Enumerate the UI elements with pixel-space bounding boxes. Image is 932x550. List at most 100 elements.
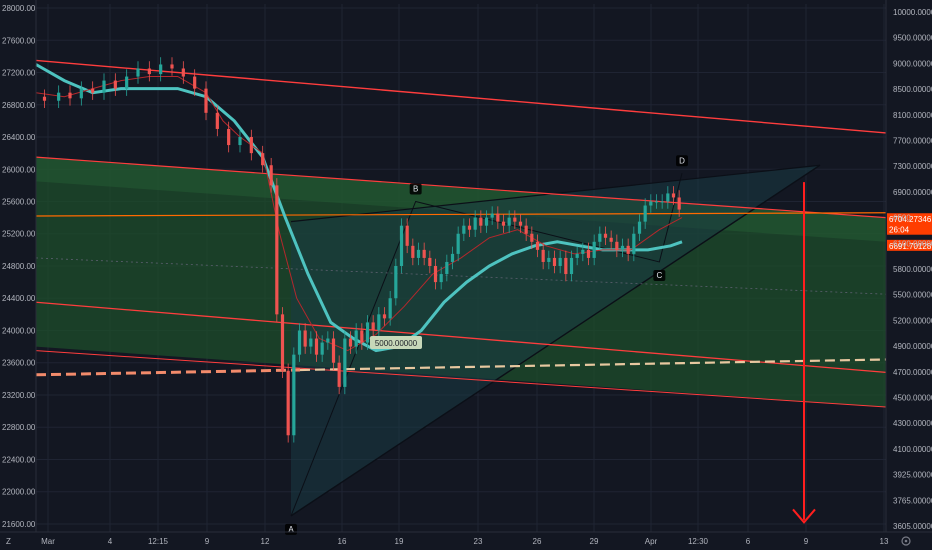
price-candle	[388, 298, 392, 319]
price-candle	[547, 257, 551, 262]
price-candle	[518, 221, 523, 226]
left-tick-label: 25600.00	[2, 197, 36, 206]
right-price-axis[interactable]: 10000.00000 9500.00000 9000.00000 8500.0000…	[885, 0, 932, 532]
left-tick-label: 23200.00	[2, 391, 36, 400]
price-candle	[343, 338, 347, 387]
price-candle	[620, 245, 625, 250]
right-tick-label: 5800.00000	[893, 265, 932, 274]
price-candle	[320, 342, 324, 355]
red-channel-lower	[35, 350, 887, 408]
price-candle	[558, 257, 562, 266]
price-candle	[297, 330, 302, 355]
left-tick-label: 24000.00	[2, 326, 36, 335]
right-tick-label: 3925.00000	[893, 471, 932, 480]
price-candle	[541, 249, 545, 262]
price-candle	[269, 165, 273, 186]
price-candle	[569, 257, 574, 275]
time-axis[interactable]: Mar 4 12:15 9 12 16 19 23 26 29 Apr 12:30 6 9 13	[0, 531, 932, 546]
pattern-point-label: B	[413, 184, 418, 193]
price-candle	[428, 257, 432, 266]
price-candle	[249, 137, 253, 154]
gear-icon[interactable]	[901, 536, 911, 546]
left-tick-label: 26400.00	[2, 133, 36, 142]
price-candle	[586, 249, 591, 258]
price-candle	[42, 96, 47, 101]
price-candle	[331, 338, 336, 363]
left-tick-label: 27600.00	[2, 36, 36, 45]
price-candle	[181, 68, 185, 77]
abcd-pattern-path	[290, 173, 683, 517]
price-tag-label: 26:04	[889, 226, 910, 235]
price-candle	[581, 249, 585, 254]
price-candle	[309, 338, 313, 347]
right-tick-label: 9000.00000	[893, 59, 932, 68]
red-trendline-mid	[35, 301, 887, 374]
price-candle	[530, 233, 534, 242]
right-tick-label: 4100.00000	[893, 445, 932, 454]
left-price-axis[interactable]: 28000.00 27600.00 27200.00 26800.00 26400.00…	[2, 0, 37, 532]
price-candle	[649, 201, 653, 206]
time-tick-label: Mar	[41, 537, 55, 546]
dotted-trendline	[35, 257, 887, 295]
time-tick-label: 9	[205, 537, 210, 546]
right-tick-label: 4500.00000	[893, 394, 932, 403]
price-candle	[394, 265, 398, 299]
left-tick-label: 26800.00	[2, 101, 36, 110]
price-candle	[626, 245, 630, 254]
price-candle	[113, 80, 117, 89]
pattern-point-label: D	[679, 156, 685, 165]
pattern-point-box	[653, 269, 666, 281]
left-tick-label: 26000.00	[2, 165, 36, 174]
price-candle	[326, 338, 330, 343]
zoom-z-icon[interactable]: Z	[6, 537, 11, 546]
red-channel-upper	[35, 156, 887, 219]
price-candle	[170, 64, 174, 69]
left-tick-label: 21600.00	[2, 520, 36, 529]
price-candle	[671, 193, 676, 198]
price-candle	[280, 314, 285, 371]
right-tick-label: 8500.00000	[893, 85, 932, 94]
price-candle	[467, 225, 472, 230]
right-tick-label: 7700.00000	[893, 137, 932, 146]
right-tick-label: 7300.00000	[893, 162, 932, 171]
time-tick-label: Apr	[645, 537, 658, 546]
price-candle	[496, 213, 500, 222]
price-tag-label: 6704.27346	[889, 215, 932, 224]
price-candle	[479, 217, 483, 226]
price-candle	[125, 76, 129, 89]
price-candle	[677, 197, 681, 210]
price-candle	[439, 274, 443, 283]
price-candle	[399, 225, 404, 266]
time-tick-label: 12:30	[688, 537, 709, 546]
time-tick-label: 4	[108, 537, 113, 546]
right-tick-label: 4900.00000	[893, 342, 932, 351]
price-candle	[204, 88, 208, 113]
right-tick-label: 9500.00000	[893, 34, 932, 43]
price-candle	[159, 64, 163, 75]
triangle-upper-edge	[290, 164, 821, 223]
price-candle	[552, 257, 557, 266]
price-candle	[238, 137, 242, 146]
price-candle	[450, 253, 455, 262]
price-candle	[456, 233, 460, 254]
price-candle	[416, 249, 421, 258]
right-tick-label: 5500.00000	[893, 291, 932, 300]
price-candle	[422, 249, 426, 258]
price-candle	[371, 322, 375, 331]
price-candle	[660, 201, 664, 203]
price-candle	[484, 217, 489, 226]
time-tick-label: 23	[474, 537, 483, 546]
orange-horizontal-line	[35, 212, 887, 217]
price-candle	[227, 128, 231, 146]
price-candle	[292, 354, 296, 436]
price-candle	[91, 88, 95, 93]
left-tick-label: 22000.00	[2, 488, 36, 497]
price-candle	[261, 153, 265, 166]
price-candle	[598, 233, 602, 242]
price-candle	[637, 221, 642, 234]
price-candle	[445, 261, 449, 275]
price-tag-box	[887, 213, 932, 225]
price-tag-box	[887, 223, 932, 235]
price-candle	[275, 185, 279, 315]
